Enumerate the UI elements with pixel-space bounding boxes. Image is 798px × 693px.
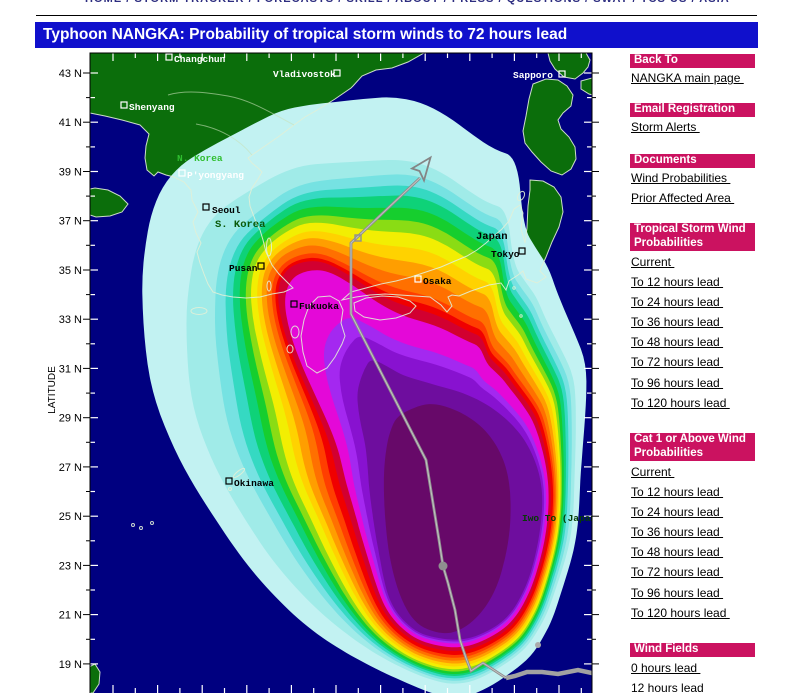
svg-text:Iwo To (Japan): Iwo To (Japan)	[522, 513, 602, 524]
svg-text:N. Korea: N. Korea	[177, 153, 223, 164]
svg-text:29 N: 29 N	[59, 413, 82, 425]
svg-text:31 N: 31 N	[59, 363, 82, 375]
svg-text:37 N: 37 N	[59, 216, 82, 228]
svg-text:39 N: 39 N	[59, 167, 82, 179]
svg-text:LATITUDE: LATITUDE	[47, 366, 58, 414]
svg-text:23 N: 23 N	[59, 560, 82, 572]
svg-text:Shenyang: Shenyang	[129, 102, 175, 113]
svg-text:Changchun: Changchun	[174, 54, 226, 65]
svg-text:41 N: 41 N	[59, 117, 82, 129]
svg-text:Okinawa: Okinawa	[234, 478, 274, 489]
svg-text:Japan: Japan	[476, 231, 508, 243]
svg-text:Seoul: Seoul	[212, 205, 241, 216]
svg-text:35 N: 35 N	[59, 265, 82, 277]
svg-text:43 N: 43 N	[59, 68, 82, 80]
svg-text:P'yongyang: P'yongyang	[187, 170, 244, 181]
svg-text:S. Korea: S. Korea	[215, 219, 266, 231]
svg-text:Vladivostok: Vladivostok	[273, 69, 336, 80]
svg-text:Fukuoka: Fukuoka	[299, 301, 339, 312]
svg-text:21 N: 21 N	[59, 610, 82, 622]
svg-text:Sapporo: Sapporo	[513, 70, 553, 81]
svg-text:33 N: 33 N	[59, 314, 82, 326]
svg-text:25 N: 25 N	[59, 511, 82, 523]
svg-text:Osaka: Osaka	[423, 276, 452, 287]
svg-text:27 N: 27 N	[59, 462, 82, 474]
svg-text:Pusan: Pusan	[229, 263, 258, 274]
svg-text:19 N: 19 N	[59, 659, 82, 671]
svg-text:Tokyo: Tokyo	[491, 249, 520, 260]
